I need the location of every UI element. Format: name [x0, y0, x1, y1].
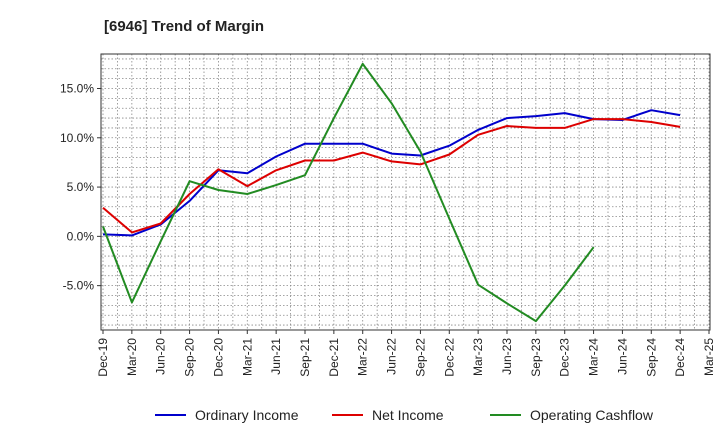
y-tick-label: 0.0% — [67, 229, 95, 243]
legend-label: Ordinary Income — [195, 407, 299, 423]
x-tick-label: Sep-23 — [529, 338, 543, 377]
x-tick-label: Sep-20 — [183, 338, 197, 377]
x-tick-label: Sep-22 — [413, 338, 427, 377]
x-tick-label: Mar-20 — [125, 338, 139, 376]
series-lines — [102, 62, 681, 323]
grid-lines — [101, 54, 710, 330]
plot-frame — [100, 53, 711, 331]
x-tick-label: Mar-23 — [471, 338, 485, 376]
x-tick-label: Sep-21 — [298, 338, 312, 377]
x-tick-label: Mar-24 — [587, 338, 601, 376]
series-line-operating-cashflow — [102, 62, 595, 323]
x-axis-ticks: Dec-19 Mar-20 Jun-20 Sep-20 Dec-20 Mar-21 Jun-… — [96, 330, 716, 377]
legend-label: Operating Cashflow — [530, 407, 654, 423]
x-tick-label: Dec-19 — [96, 338, 110, 377]
x-tick-label: Jun-23 — [500, 338, 514, 375]
legend: Ordinary Income Net Income Operating Cashf… — [155, 407, 654, 423]
y-tick-label: -5.0% — [63, 279, 95, 293]
x-tick-label: Jun-20 — [154, 338, 168, 375]
chart-title: [6946] Trend of Margin — [104, 18, 264, 35]
x-tick-label: Mar-25 — [702, 338, 716, 376]
x-tick-label: Mar-21 — [240, 338, 254, 376]
x-tick-label: Dec-20 — [211, 338, 225, 377]
series-line-ordinary-income — [102, 109, 681, 237]
x-tick-label: Sep-24 — [644, 338, 658, 377]
legend-label: Net Income — [372, 407, 444, 423]
y-tick-label: 15.0% — [60, 82, 94, 96]
x-tick-label: Dec-24 — [673, 338, 687, 377]
x-tick-label: Mar-22 — [356, 338, 370, 376]
y-axis-ticks: -5.0% 0.0% 5.0% 10.0% 15.0% — [60, 82, 101, 293]
y-tick-label: 10.0% — [60, 131, 94, 145]
x-tick-label: Dec-21 — [327, 338, 341, 377]
x-tick-label: Dec-23 — [558, 338, 572, 377]
y-tick-label: 5.0% — [67, 180, 95, 194]
x-tick-label: Dec-22 — [442, 338, 456, 377]
x-tick-label: Jun-24 — [615, 338, 629, 375]
x-tick-label: Jun-22 — [385, 338, 399, 375]
series-line-net-income — [102, 118, 681, 234]
x-tick-label: Jun-21 — [269, 338, 283, 375]
